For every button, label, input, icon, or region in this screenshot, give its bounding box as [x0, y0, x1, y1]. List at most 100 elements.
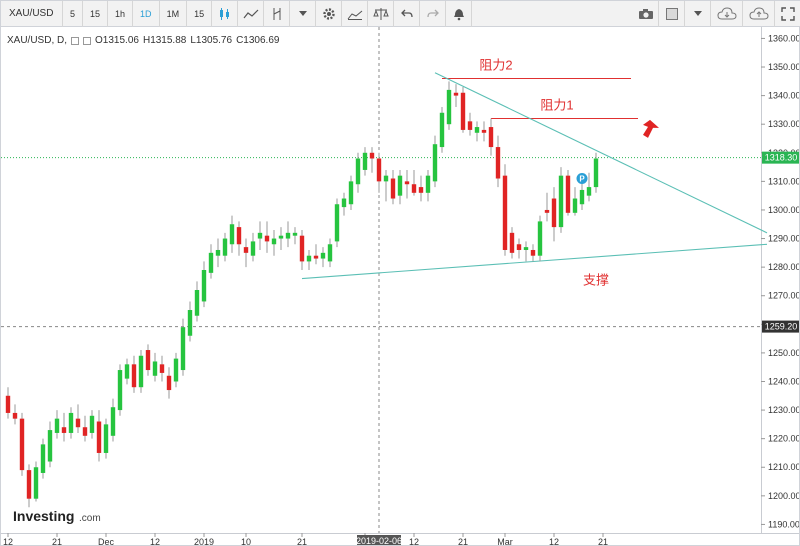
chart-type-icon[interactable] — [342, 0, 369, 27]
candle-up — [68, 412, 74, 433]
camera-icon[interactable] — [633, 0, 659, 27]
candle-up — [278, 235, 284, 239]
candle-up — [47, 430, 53, 462]
x-tick-label: 12 — [549, 537, 559, 545]
candle-up — [110, 407, 116, 436]
compare-icon[interactable] — [368, 0, 395, 27]
legend-open: O1315.06 — [95, 35, 139, 46]
candle-up — [257, 232, 263, 239]
settings-icon[interactable] — [316, 0, 343, 27]
trendline[interactable] — [301, 243, 768, 280]
y-tick-label: 1300.00 — [768, 205, 799, 215]
candle-up — [89, 415, 95, 433]
candle-up — [432, 144, 438, 182]
support-label: 支撑 — [583, 272, 609, 287]
legend-symbol: XAU/USD, D, — [7, 35, 68, 46]
y-tick-label: 1340.00 — [768, 91, 799, 101]
interval-1m[interactable]: 1M — [160, 0, 188, 27]
candle-up — [446, 89, 452, 125]
symbol-selector[interactable]: XAU/USD — [1, 0, 63, 27]
x-tick-label: 21 — [598, 537, 608, 545]
candle-down — [145, 350, 151, 371]
dropdown-icon[interactable] — [290, 0, 317, 27]
x-tick-label: 12 — [3, 537, 13, 545]
fullscreen-icon[interactable] — [775, 1, 800, 27]
candle-up — [138, 355, 144, 388]
candle-up — [124, 364, 130, 379]
interval-5m[interactable]: 5 — [63, 0, 84, 27]
resistance-label: 阻力1 — [540, 97, 573, 112]
y-tick-label: 1290.00 — [768, 234, 799, 244]
y-tick-label: 1350.00 — [768, 62, 799, 72]
cloud-download-icon[interactable] — [711, 0, 743, 27]
candle-down — [61, 427, 67, 433]
candle-down — [509, 232, 515, 253]
interval-15[interactable]: 15 — [187, 0, 213, 27]
candle-up — [579, 189, 585, 205]
investing-logo: Investing — [13, 508, 74, 524]
y-tick-label: 1360.00 — [768, 33, 799, 43]
legend-low: L1305.76 — [190, 35, 233, 46]
y-tick-label: 1280.00 — [768, 262, 799, 272]
candle-down — [264, 235, 270, 242]
price-axis[interactable] — [761, 27, 799, 533]
candle-up — [194, 290, 200, 316]
x-tick-label: 12 — [150, 537, 160, 545]
color-box-icon[interactable] — [659, 0, 685, 27]
interval-15m[interactable]: 15 — [83, 0, 109, 27]
event-marker-icon[interactable] — [576, 173, 588, 185]
price-axis-label-text: 1259.20 — [765, 322, 798, 332]
candle-up — [572, 198, 578, 213]
candle-up — [292, 232, 298, 236]
dropdown-icon[interactable] — [685, 0, 711, 27]
candle-up — [593, 158, 599, 188]
candle-up — [425, 175, 431, 193]
y-tick-label: 1210.00 — [768, 462, 799, 472]
candle-down — [243, 247, 249, 253]
y-tick-label: 1220.00 — [768, 434, 799, 444]
line-indicator-icon[interactable] — [238, 0, 265, 27]
crosshair-date-label — [357, 535, 401, 545]
candle-up — [208, 252, 214, 273]
undo-icon[interactable] — [394, 0, 421, 27]
interval-1h[interactable]: 1h — [108, 0, 134, 27]
price-chart[interactable]: 1360.001350.001340.001330.001320.001310.… — [1, 27, 799, 545]
candle-down — [5, 395, 11, 413]
candle-up — [152, 361, 158, 376]
candle-down — [481, 129, 487, 133]
candle-up — [306, 255, 312, 262]
x-tick-label: 2019 — [194, 537, 214, 545]
candle-down — [75, 418, 81, 428]
ohlc-legend: XAU/USD, D, O1315.06 H1315.88 L1305.76 C… — [7, 35, 279, 46]
x-tick-label: Mar — [497, 537, 513, 545]
candle-down — [488, 127, 494, 148]
legend-hide-toggle[interactable] — [71, 36, 80, 45]
y-tick-label: 1330.00 — [768, 119, 799, 129]
candlestick-icon[interactable] — [212, 0, 239, 27]
toolbar: XAU/USD 5 15 1h 1D 1M 15 — [1, 0, 800, 27]
candle-up — [229, 224, 235, 245]
candle-down — [418, 187, 424, 193]
cloud-upload-icon[interactable] — [743, 0, 775, 27]
candle-up — [187, 310, 193, 336]
candle-down — [159, 364, 165, 373]
candle-up — [320, 252, 326, 259]
alert-icon[interactable] — [446, 0, 473, 27]
candle-up — [215, 249, 221, 256]
trendline[interactable] — [434, 72, 768, 234]
redo-icon[interactable] — [420, 0, 447, 27]
interval-1d[interactable]: 1D — [133, 0, 160, 27]
y-tick-label: 1270.00 — [768, 291, 799, 301]
draw-tool-icon[interactable] — [264, 0, 291, 27]
event-marker-label: P — [579, 175, 585, 184]
y-tick-label: 1310.00 — [768, 176, 799, 186]
candle-down — [544, 209, 550, 213]
candle-up — [271, 238, 277, 245]
candle-down — [236, 227, 242, 245]
x-tick-label: 21 — [458, 537, 468, 545]
candle-down — [530, 249, 536, 256]
candle-up — [334, 204, 340, 242]
legend-settings-toggle[interactable] — [83, 36, 92, 45]
candle-down — [495, 147, 501, 179]
price-axis-label-text: 1318.30 — [765, 153, 798, 163]
